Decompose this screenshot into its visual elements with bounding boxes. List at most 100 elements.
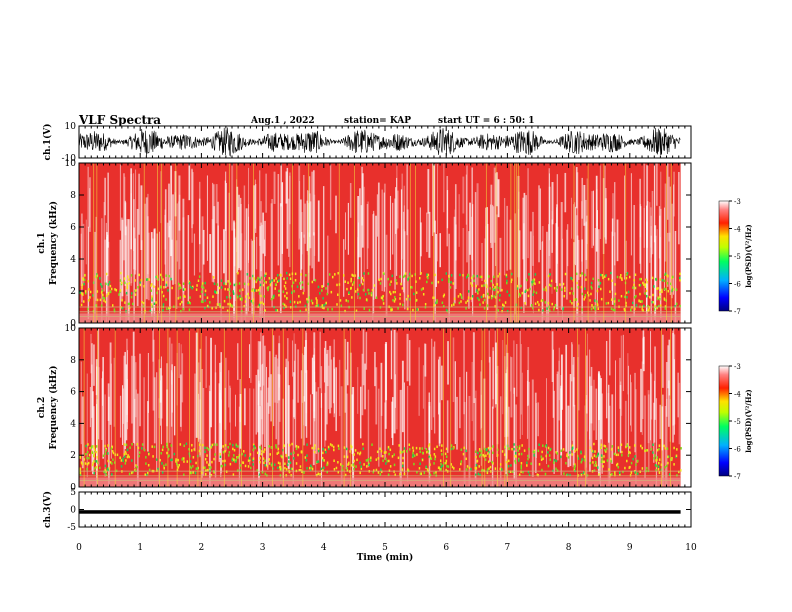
ch1-streak [178,194,181,270]
ch1-streak [604,165,606,238]
ch2-streak [620,335,623,416]
ch2-band-cell [349,450,351,453]
ch1-band-cell [449,286,452,289]
ch1-band-cell [202,300,204,304]
ch1-streak [481,242,483,281]
ch1-streak [147,193,149,275]
ch1-band-cell [661,279,664,282]
ch2-colorbar-tick-label: -6 [734,446,741,454]
ch2-band-cell [124,462,127,465]
ch2-band-cell [198,449,201,453]
ch2-streak [367,389,370,468]
ch2-band-cell [132,470,134,474]
ch1-band-cell [656,306,658,310]
ch1-streak [94,231,96,335]
ch2-band-cell [125,452,127,455]
ch2-band-cell [536,473,539,477]
ch2-streak [441,365,443,401]
ch2-band-cell [189,460,192,463]
ch1-band-cell [532,293,534,296]
ch1-band-cell [124,281,126,285]
ch1-band-cell [611,279,613,282]
ch1-streak [604,198,607,244]
ch2-band-cell [652,443,654,446]
ch1-band-cell [87,307,89,311]
ch2-band-cell [233,454,235,457]
ch1-band-cell [284,294,286,298]
ch1-band-cell [269,280,272,284]
ch1-band-cell [267,287,269,290]
ch1-band-cell [337,271,339,275]
ch1-band-cell [652,293,654,297]
ch1-band-cell [110,287,113,291]
ch2-band-cell [210,473,213,477]
ch1-streak [403,205,405,283]
ch1-band-cell [493,275,495,279]
ch1-band-cell [358,276,361,280]
panel-2-ytick-label: 0 [70,483,76,493]
ch2-streak [667,345,669,389]
ch2-streak [126,350,129,430]
ch1-band-cell [259,283,262,287]
ch1-streak [262,212,264,254]
ch2-band-cell [175,458,177,461]
ch1-streak [126,218,128,297]
ch1-streak [298,180,301,239]
ch1-band-cell [282,290,285,293]
ch2-band-cell [141,443,144,446]
ch2-band-cell [433,453,436,456]
ch1-streak [468,231,470,309]
ch2-band-cell [403,447,406,450]
ch2-band-cell [513,447,515,451]
ch1-band-cell [494,286,496,289]
ch1-streak [313,170,315,236]
panel-2-ytick-label: 10 [65,324,77,334]
ch2-band-cell [99,466,101,470]
ch2-band-cell [445,455,448,458]
ch2-band-cell [190,471,193,475]
ch2-band-cell [667,455,669,459]
ch2-band-cell [383,451,386,454]
ch1-band-cell [481,275,483,279]
ch1-band-cell [188,301,190,304]
ch2-colorbar [718,365,730,477]
ch1-band-cell [321,285,323,288]
ch1-band-cell [632,286,634,289]
ch2-band-cell [319,472,321,476]
ch1-band-cell [294,305,297,308]
ch2-band-cell [161,462,163,465]
ch2-band-cell [304,456,307,459]
ch2-band-cell [213,457,215,461]
ch1-streak [309,201,312,249]
ch1-band-cell [121,281,123,285]
ch1-band-cell [392,290,395,294]
ch2-band-cell [492,462,494,465]
ch2-band-cell [514,459,516,463]
ch2-streak [434,341,436,434]
ch1-band-cell [408,276,410,279]
ch1-band-cell [624,309,626,312]
ch2-band-cell [170,458,172,462]
ch2-band-cell [317,447,320,451]
ch1-band-cell [427,273,430,277]
ch1-band-cell [264,309,266,312]
ch2-band-cell [126,448,129,452]
ch2-streak [552,349,554,418]
ch2-band-cell [403,450,405,453]
ch2-band-cell [385,451,387,454]
ch2-band-cell [311,446,313,450]
ch2-band-cell [279,474,282,477]
ch2-streak [399,389,402,494]
ch1-band-cell [370,291,373,295]
ch2-streak [224,387,226,430]
ch2-streak [534,392,537,473]
ch2-band-cell [510,464,512,467]
ch1-streak [404,231,406,310]
ch1-streak [647,201,649,298]
ch1-streak [363,186,365,292]
ch1-band-cell [119,279,122,282]
ch2-streak [152,329,154,362]
ch1-band-cell [639,300,642,303]
ch2-band-cell [210,446,212,449]
ch2-streak [80,361,82,445]
